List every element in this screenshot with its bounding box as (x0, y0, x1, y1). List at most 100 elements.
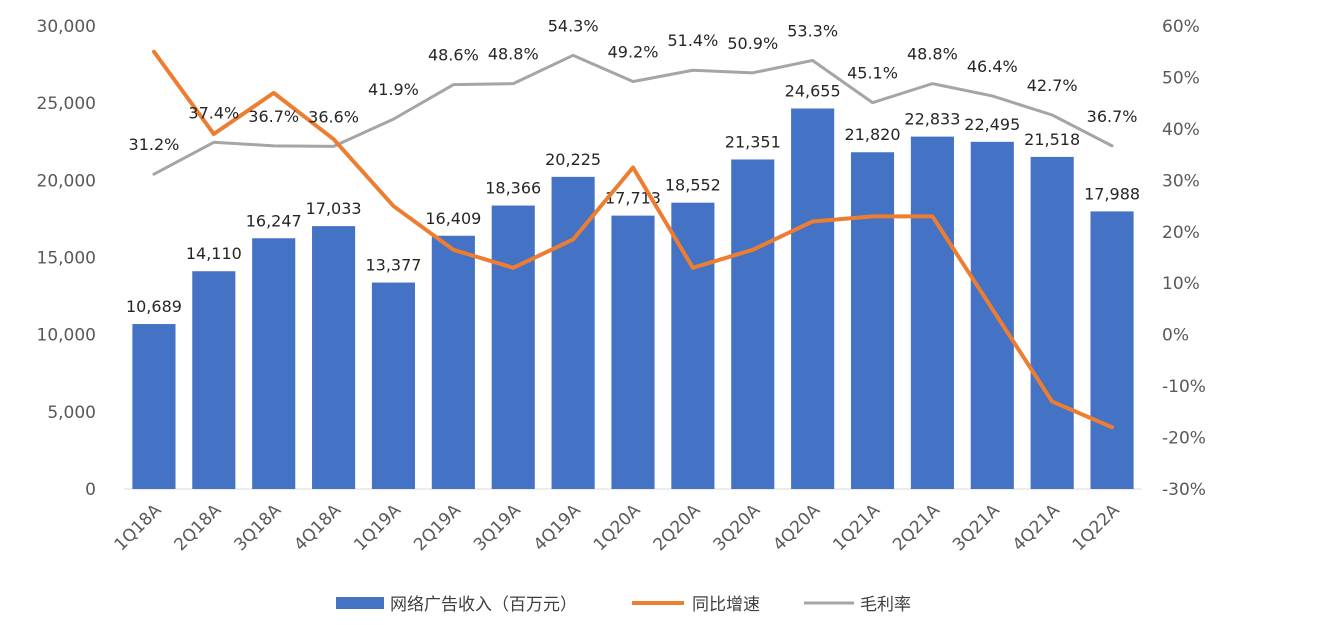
x-tick-label: 3Q21A (949, 500, 1004, 555)
revenue-bar (910, 136, 954, 489)
gross-margin-label: 37.4% (188, 103, 239, 122)
gross-margin-label: 54.3% (548, 16, 599, 35)
revenue-bar (252, 238, 296, 489)
revenue-bar-label: 17,033 (306, 199, 362, 218)
y-left-tick-label: 30,000 (37, 17, 96, 37)
revenue-bar-label: 10,689 (126, 297, 182, 316)
x-tick-label: 4Q21A (1009, 500, 1064, 555)
y-right-tick-label: 10% (1162, 274, 1200, 294)
x-tick-label: 3Q18A (230, 500, 285, 555)
legend: 网络广告收入（百万元） 同比增速 毛利率 (336, 595, 911, 615)
revenue-bar-label: 21,820 (845, 125, 901, 144)
yoy-growth-line (151, 49, 1115, 430)
y-left-tick-label: 10,000 (37, 326, 96, 346)
legend-label-revenue: 网络广告收入（百万元） (390, 595, 577, 615)
x-tick-label: 2Q19A (410, 500, 465, 555)
legend-label-margin: 毛利率 (860, 595, 911, 615)
revenue-bar (850, 152, 895, 489)
x-tick-label: 1Q22A (1069, 500, 1124, 555)
x-tick-label: 1Q18A (111, 500, 166, 555)
revenue-bar-label: 18,552 (665, 176, 721, 195)
x-axis: 1Q18A 2Q18A 3Q18A 4Q18A 1Q19A 2Q19A 3Q19A 4Q19A… (111, 500, 1124, 555)
revenue-bar-label: 16,409 (425, 209, 481, 228)
y-right-tick-label: 60% (1162, 17, 1200, 37)
revenue-bar-label: 14,110 (186, 244, 242, 263)
x-tick-label: 3Q20A (710, 500, 765, 555)
gross-margin-label: 31.2% (129, 135, 180, 154)
legend-swatch-revenue (336, 597, 384, 609)
gross-margin-label: 48.8% (907, 45, 958, 64)
revenue-bar (312, 226, 356, 490)
gross-margin-label: 36.6% (308, 107, 359, 126)
revenue-bar-label: 17,988 (1084, 184, 1140, 203)
y-right-tick-label: 40% (1162, 120, 1200, 140)
gross-margin-label: 48.6% (428, 46, 479, 65)
gross-margin-labels: 31.2% 37.4% 36.7% 36.6% 41.9% 48.6% 48.8% 54.3%… (129, 16, 1138, 154)
gross-margin-label: 42.7% (1027, 76, 1078, 95)
y-left-tick-label: 25,000 (37, 94, 96, 114)
x-tick-label: 2Q20A (650, 500, 705, 555)
y-right-tick-label: 30% (1162, 171, 1200, 191)
y-right-tick-label: -20% (1162, 429, 1206, 449)
gross-margin-label: 45.1% (847, 64, 898, 83)
revenue-bar (671, 202, 715, 490)
revenue-bars (132, 108, 1134, 490)
x-tick-label: 2Q18A (171, 500, 226, 555)
revenue-bar (731, 159, 775, 489)
revenue-bar-label: 24,655 (785, 81, 841, 100)
revenue-bar-label: 21,518 (1024, 130, 1080, 149)
y-right-tick-label: -10% (1162, 377, 1206, 397)
gross-margin-label: 51.4% (667, 31, 718, 50)
y-axis-right: -30% -20% -10% 0% 10% 20% 30% 40% 50% 60% (1162, 17, 1206, 500)
legend-label-growth: 同比增速 (692, 595, 760, 615)
gross-margin-label: 41.9% (368, 80, 419, 99)
revenue-bar (491, 205, 535, 490)
revenue-bar-label: 22,495 (964, 115, 1020, 134)
y-left-tick-label: 5,000 (47, 403, 96, 423)
gross-margin-label: 36.7% (1087, 107, 1138, 126)
gross-margin-label: 48.8% (488, 45, 539, 64)
x-tick-label: 4Q18A (290, 500, 345, 555)
revenue-bar-label: 18,366 (485, 179, 541, 198)
y-axis-left: 0 5,000 10,000 15,000 20,000 25,000 30,000 (37, 17, 96, 500)
revenue-bar (132, 324, 176, 489)
y-left-tick-label: 20,000 (37, 171, 96, 191)
gross-margin-label: 36.7% (248, 107, 299, 126)
revenue-bar (431, 235, 475, 489)
revenue-bar (970, 141, 1014, 490)
y-left-tick-label: 15,000 (37, 249, 96, 269)
gross-margin-label: 46.4% (967, 57, 1018, 76)
revenue-bar (1030, 156, 1074, 490)
revenue-bar (611, 215, 655, 489)
gross-margin-label: 50.9% (727, 34, 778, 53)
y-right-tick-label: -30% (1162, 480, 1206, 500)
revenue-bar (192, 271, 236, 489)
revenue-bar-label: 22,833 (904, 110, 960, 129)
revenue-bar (1090, 211, 1134, 489)
y-right-tick-label: 50% (1162, 68, 1200, 88)
revenue-bar (371, 282, 416, 489)
x-tick-label: 1Q20A (590, 500, 645, 555)
yoy-growth-series (151, 49, 1115, 430)
x-tick-label: 2Q21A (889, 500, 944, 555)
gross-margin-series (152, 53, 1114, 176)
x-tick-label: 4Q19A (530, 500, 585, 555)
revenue-bar-label: 21,351 (725, 132, 781, 151)
y-right-tick-label: 20% (1162, 223, 1200, 243)
revenue-bar-label: 16,247 (246, 211, 302, 230)
x-tick-label: 4Q20A (769, 500, 824, 555)
revenue-bar-label: 13,377 (365, 256, 421, 275)
x-tick-label: 1Q21A (829, 500, 884, 555)
gross-margin-line (152, 53, 1114, 176)
y-left-tick-label: 0 (85, 480, 96, 500)
x-tick-label: 3Q19A (470, 500, 525, 555)
gross-margin-label: 49.2% (608, 43, 659, 62)
revenue-bar (791, 108, 835, 490)
x-tick-label: 1Q19A (350, 500, 405, 555)
revenue-bar (551, 176, 595, 489)
y-right-tick-label: 0% (1162, 326, 1189, 346)
gross-margin-label: 53.3% (787, 21, 838, 40)
revenue-bar-label: 20,225 (545, 150, 601, 169)
